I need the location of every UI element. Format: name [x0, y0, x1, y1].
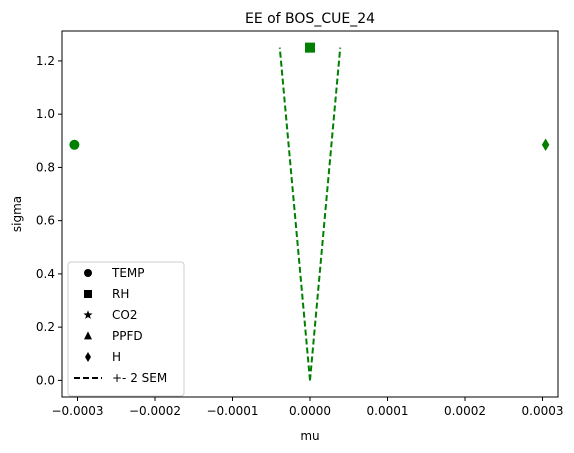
legend-label: PPFD: [112, 329, 143, 343]
legend-marker-co2: [83, 310, 93, 319]
chart-title: EE of BOS_CUE_24: [245, 11, 375, 27]
legend-label: H: [112, 350, 121, 364]
sem-line: [278, 47, 311, 381]
y-tick-label: 1.2: [36, 54, 55, 68]
legend-marker-rh: [84, 290, 92, 298]
data-point-h: [541, 138, 550, 152]
legend-label: +- 2 SEM: [112, 371, 167, 385]
y-axis-label: sigma: [10, 196, 24, 232]
sem-line: [309, 47, 342, 381]
plot-area: [69, 42, 550, 381]
x-tick-label: −0.0001: [206, 404, 258, 418]
x-tick-label: −0.0003: [51, 404, 103, 418]
data-point-rh: [305, 42, 315, 53]
data-point-temp: [69, 139, 80, 150]
x-tick-label: 0.0000: [289, 404, 331, 418]
legend-marker-h: [85, 352, 91, 362]
legend-label: TEMP: [111, 266, 145, 280]
y-tick-label: 0.0: [36, 373, 55, 387]
y-tick-label: 1.0: [36, 107, 55, 121]
legend-marker-ppfd: [84, 331, 92, 340]
y-tick-label: 0.4: [36, 267, 55, 281]
legend-box: [67, 261, 185, 397]
x-tick-label: 0.0002: [444, 404, 486, 418]
x-axis: −0.0003 −0.0002 −0.0001 0.0000 0.0001 0.0002 0…: [51, 397, 564, 418]
legend-label: CO2: [112, 308, 137, 322]
x-axis-label: mu: [300, 429, 319, 443]
y-tick-label: 0.2: [36, 320, 55, 334]
x-tick-label: 0.0003: [522, 404, 564, 418]
legend-marker-temp: [84, 269, 92, 277]
y-axis: 0.0 0.2 0.4 0.6 0.8 1.0 1.2: [36, 54, 62, 387]
y-tick-label: 0.6: [36, 214, 55, 228]
y-tick-label: 0.8: [36, 160, 55, 174]
legend-label: RH: [112, 287, 129, 301]
x-tick-label: −0.0002: [129, 404, 181, 418]
legend: TEMP RH CO2 PPFD H +- 2 SEM: [67, 261, 185, 397]
x-tick-label: 0.0001: [367, 404, 409, 418]
